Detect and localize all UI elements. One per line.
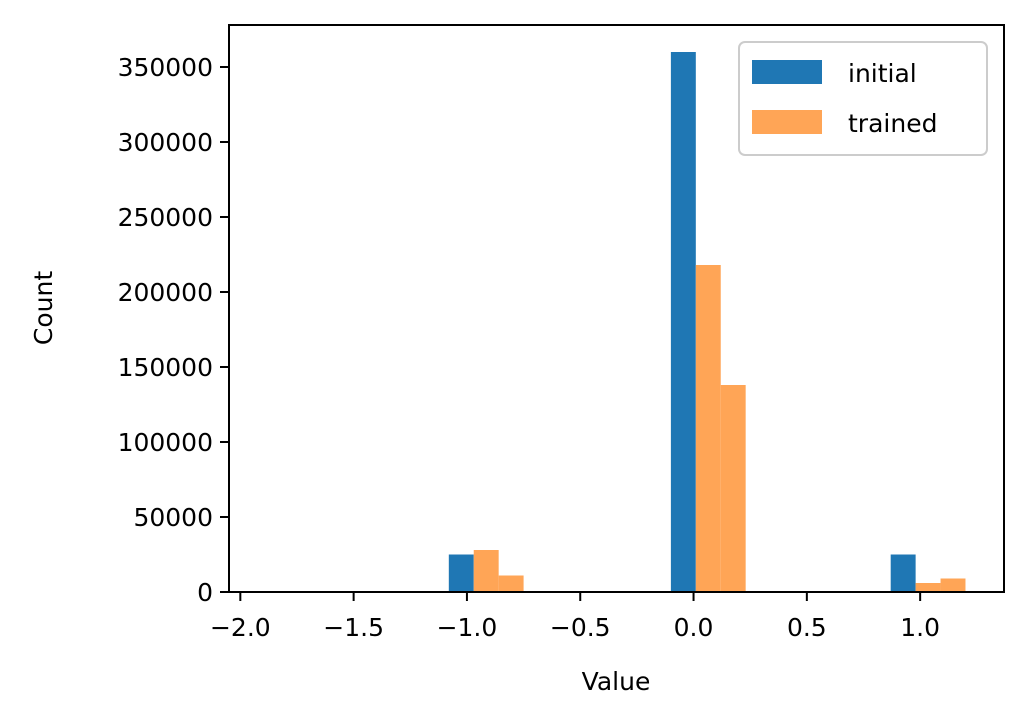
x-tick-label: 1.0	[900, 613, 940, 642]
y-tick-label: 50000	[133, 503, 213, 532]
bar-initial-0	[448, 554, 474, 592]
y-tick-label: 300000	[118, 128, 213, 157]
bar-initial-2	[890, 554, 916, 592]
legend: initial trained	[738, 41, 988, 156]
bar-trained-0	[473, 550, 499, 592]
bar-trained-2	[695, 265, 721, 592]
bar-trained-4	[915, 583, 941, 592]
y-axis-ticks: 0 50000 100000 150000 200000 250000 300000 3500…	[118, 53, 229, 607]
legend-swatch-trained	[752, 110, 822, 134]
bars-layer	[448, 52, 966, 592]
y-tick-label: 200000	[118, 278, 213, 307]
bar-trained-5	[940, 578, 966, 592]
bar-initial-1	[670, 52, 696, 592]
x-tick-label: −1.5	[323, 613, 384, 642]
legend-swatch-initial	[752, 60, 822, 84]
x-tick-label: 0.0	[674, 613, 714, 642]
legend-label-trained: trained	[848, 109, 937, 138]
x-tick-label: −2.0	[210, 613, 271, 642]
y-tick-label: 250000	[118, 203, 213, 232]
x-axis-ticks: −2.0 −1.5 −1.0 −0.5 0.0 0.5 1.0	[210, 592, 940, 642]
x-tick-label: −0.5	[550, 613, 611, 642]
legend-label-initial: initial	[848, 59, 917, 88]
bar-trained-3	[720, 385, 746, 592]
y-tick-label: 100000	[118, 428, 213, 457]
y-axis-label: Count	[29, 271, 58, 345]
x-tick-label: 0.5	[787, 613, 827, 642]
y-tick-label: 0	[197, 578, 213, 607]
x-tick-label: −1.0	[437, 613, 498, 642]
bar-trained-1	[498, 575, 524, 592]
y-tick-label: 150000	[118, 353, 213, 382]
y-tick-label: 350000	[118, 53, 213, 82]
plot-frame	[228, 24, 1005, 593]
x-axis-label: Value	[582, 667, 651, 696]
